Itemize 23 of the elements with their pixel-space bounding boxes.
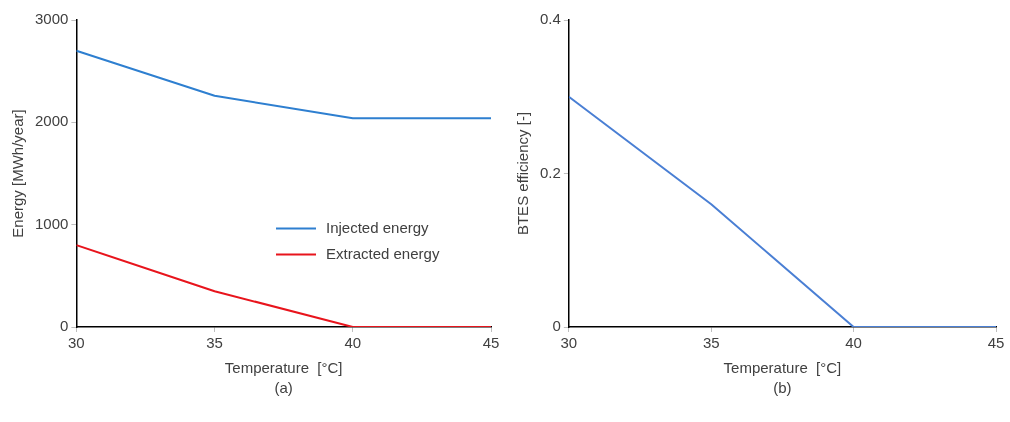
text: (a) — [274, 379, 293, 397]
y-tick-label: 0 — [552, 317, 561, 335]
x-tick-label: 30 — [560, 334, 578, 352]
legend-label: Extracted energy — [326, 244, 440, 262]
y-tick-label: 0.2 — [539, 163, 561, 181]
x-tick-label: 40 — [845, 334, 862, 352]
legend-label: Injected energy — [326, 218, 430, 236]
y-tick-label: 1000 — [34, 214, 69, 232]
y-tick-label: 2000 — [34, 112, 69, 130]
x-tick-label: 35 — [702, 334, 720, 352]
y-tick-label: 0.4 — [539, 10, 561, 28]
y-tick-label: 0 — [60, 317, 69, 335]
x-tick-label: 45 — [482, 334, 500, 352]
x-tick-label: 35 — [206, 334, 223, 352]
x-tick-label: 40 — [344, 334, 362, 352]
x-tick-label: 30 — [68, 334, 85, 352]
y-tick-label: 3000 — [34, 10, 69, 28]
x-axis-title: Temperature [°C] — [224, 359, 343, 377]
y-axis-title: Energy [MWh/year] — [9, 109, 27, 238]
x-tick-label: 45 — [987, 334, 1005, 352]
text: (b) — [773, 379, 792, 397]
y-axis-title: BTES efficiency [-] — [514, 111, 532, 236]
x-axis-title: Temperature [°C] — [723, 359, 842, 377]
